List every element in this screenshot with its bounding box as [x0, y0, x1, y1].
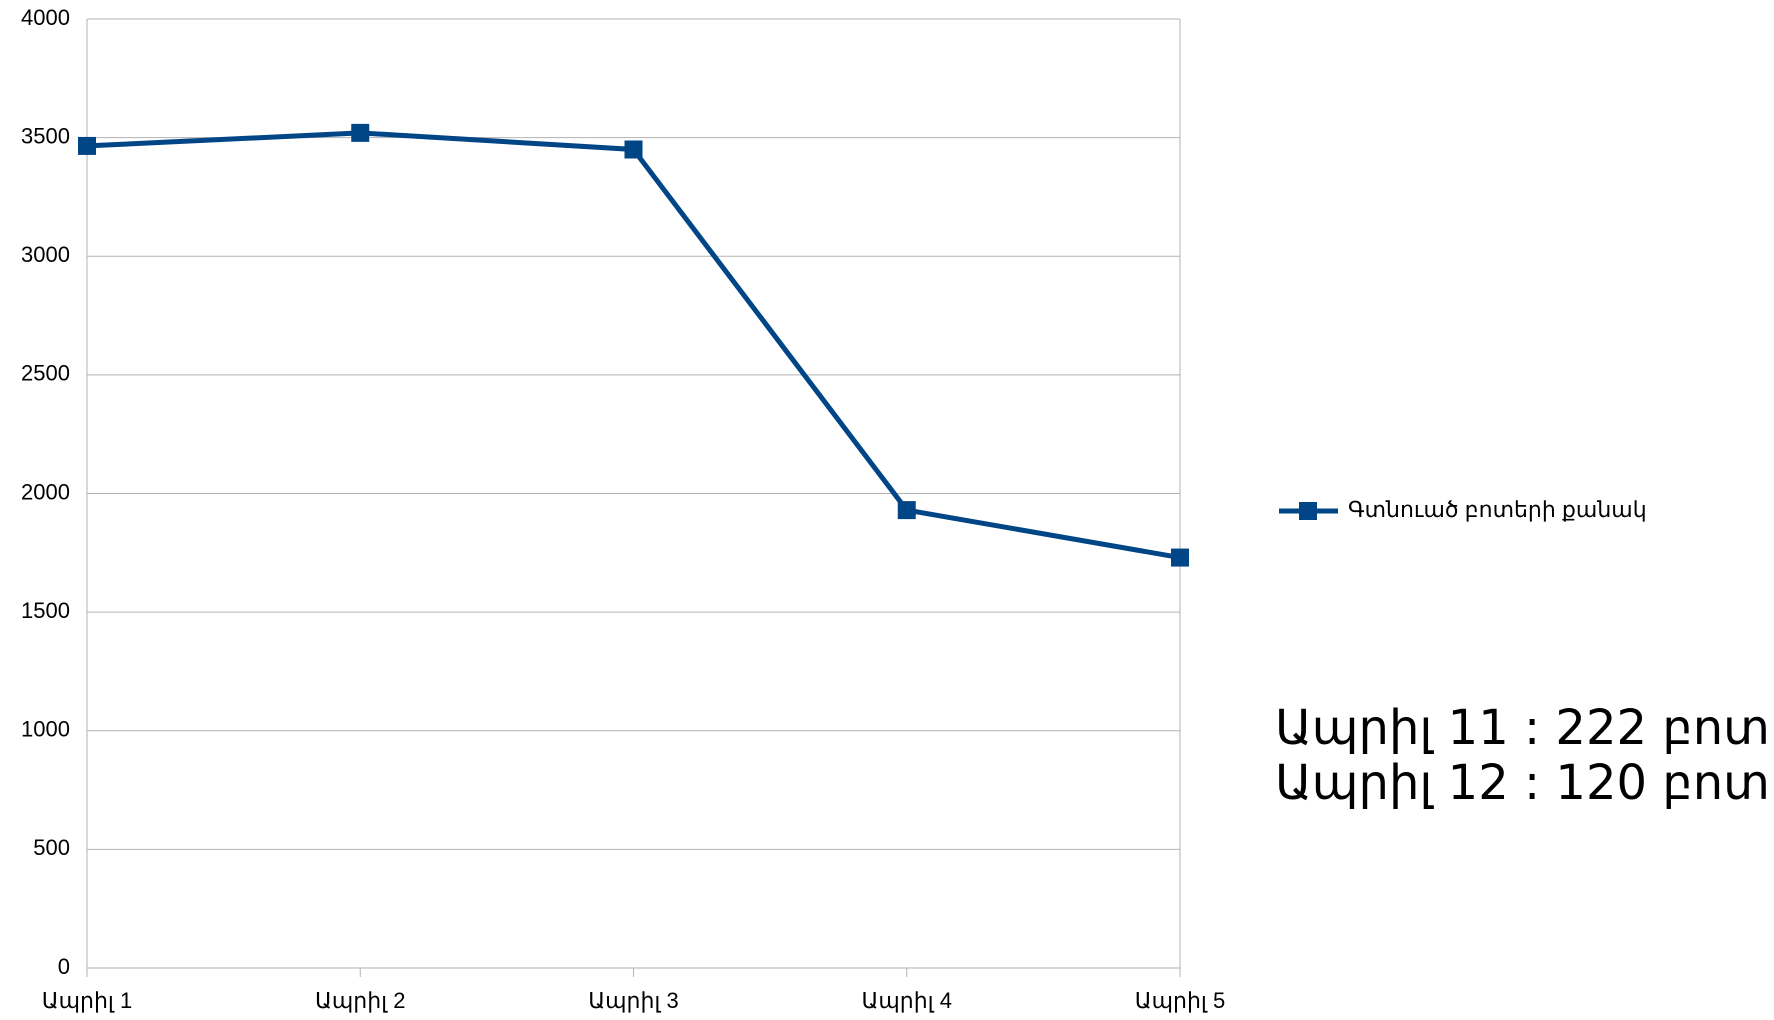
- marker: [624, 140, 643, 159]
- y-tick-label: 2000: [21, 479, 70, 504]
- x-tick-label: Ապրիլ 3: [588, 988, 679, 1013]
- y-tick-label: 1500: [21, 598, 70, 623]
- y-tick-label: 500: [33, 835, 70, 860]
- x-tick-label: Ապրիլ 5: [1135, 988, 1226, 1013]
- y-tick-label: 1000: [21, 717, 70, 742]
- marker: [78, 136, 96, 155]
- y-tick-label: 2500: [21, 361, 70, 386]
- annotation: Ապրիլ 11 : 222 բոտ: [1275, 700, 1770, 756]
- legend-marker: [1299, 502, 1317, 520]
- y-tick-label: 4000: [21, 5, 70, 30]
- y-tick-label: 3500: [21, 123, 70, 148]
- y-tick-label: 3000: [21, 242, 70, 267]
- y-tick-label: 0: [58, 954, 70, 979]
- x-tick-label: Ապրիլ 2: [315, 988, 406, 1013]
- legend-label: Գտնուած բոտերի քանակ: [1348, 497, 1647, 522]
- x-tick-label: Ապրիլ 4: [862, 988, 953, 1013]
- marker: [897, 501, 916, 520]
- marker: [1171, 548, 1189, 567]
- marker: [351, 123, 370, 142]
- annotation: Ապրիլ 12 : 120 բոտ: [1275, 755, 1770, 811]
- x-tick-label: Ապրիլ 1: [42, 988, 133, 1013]
